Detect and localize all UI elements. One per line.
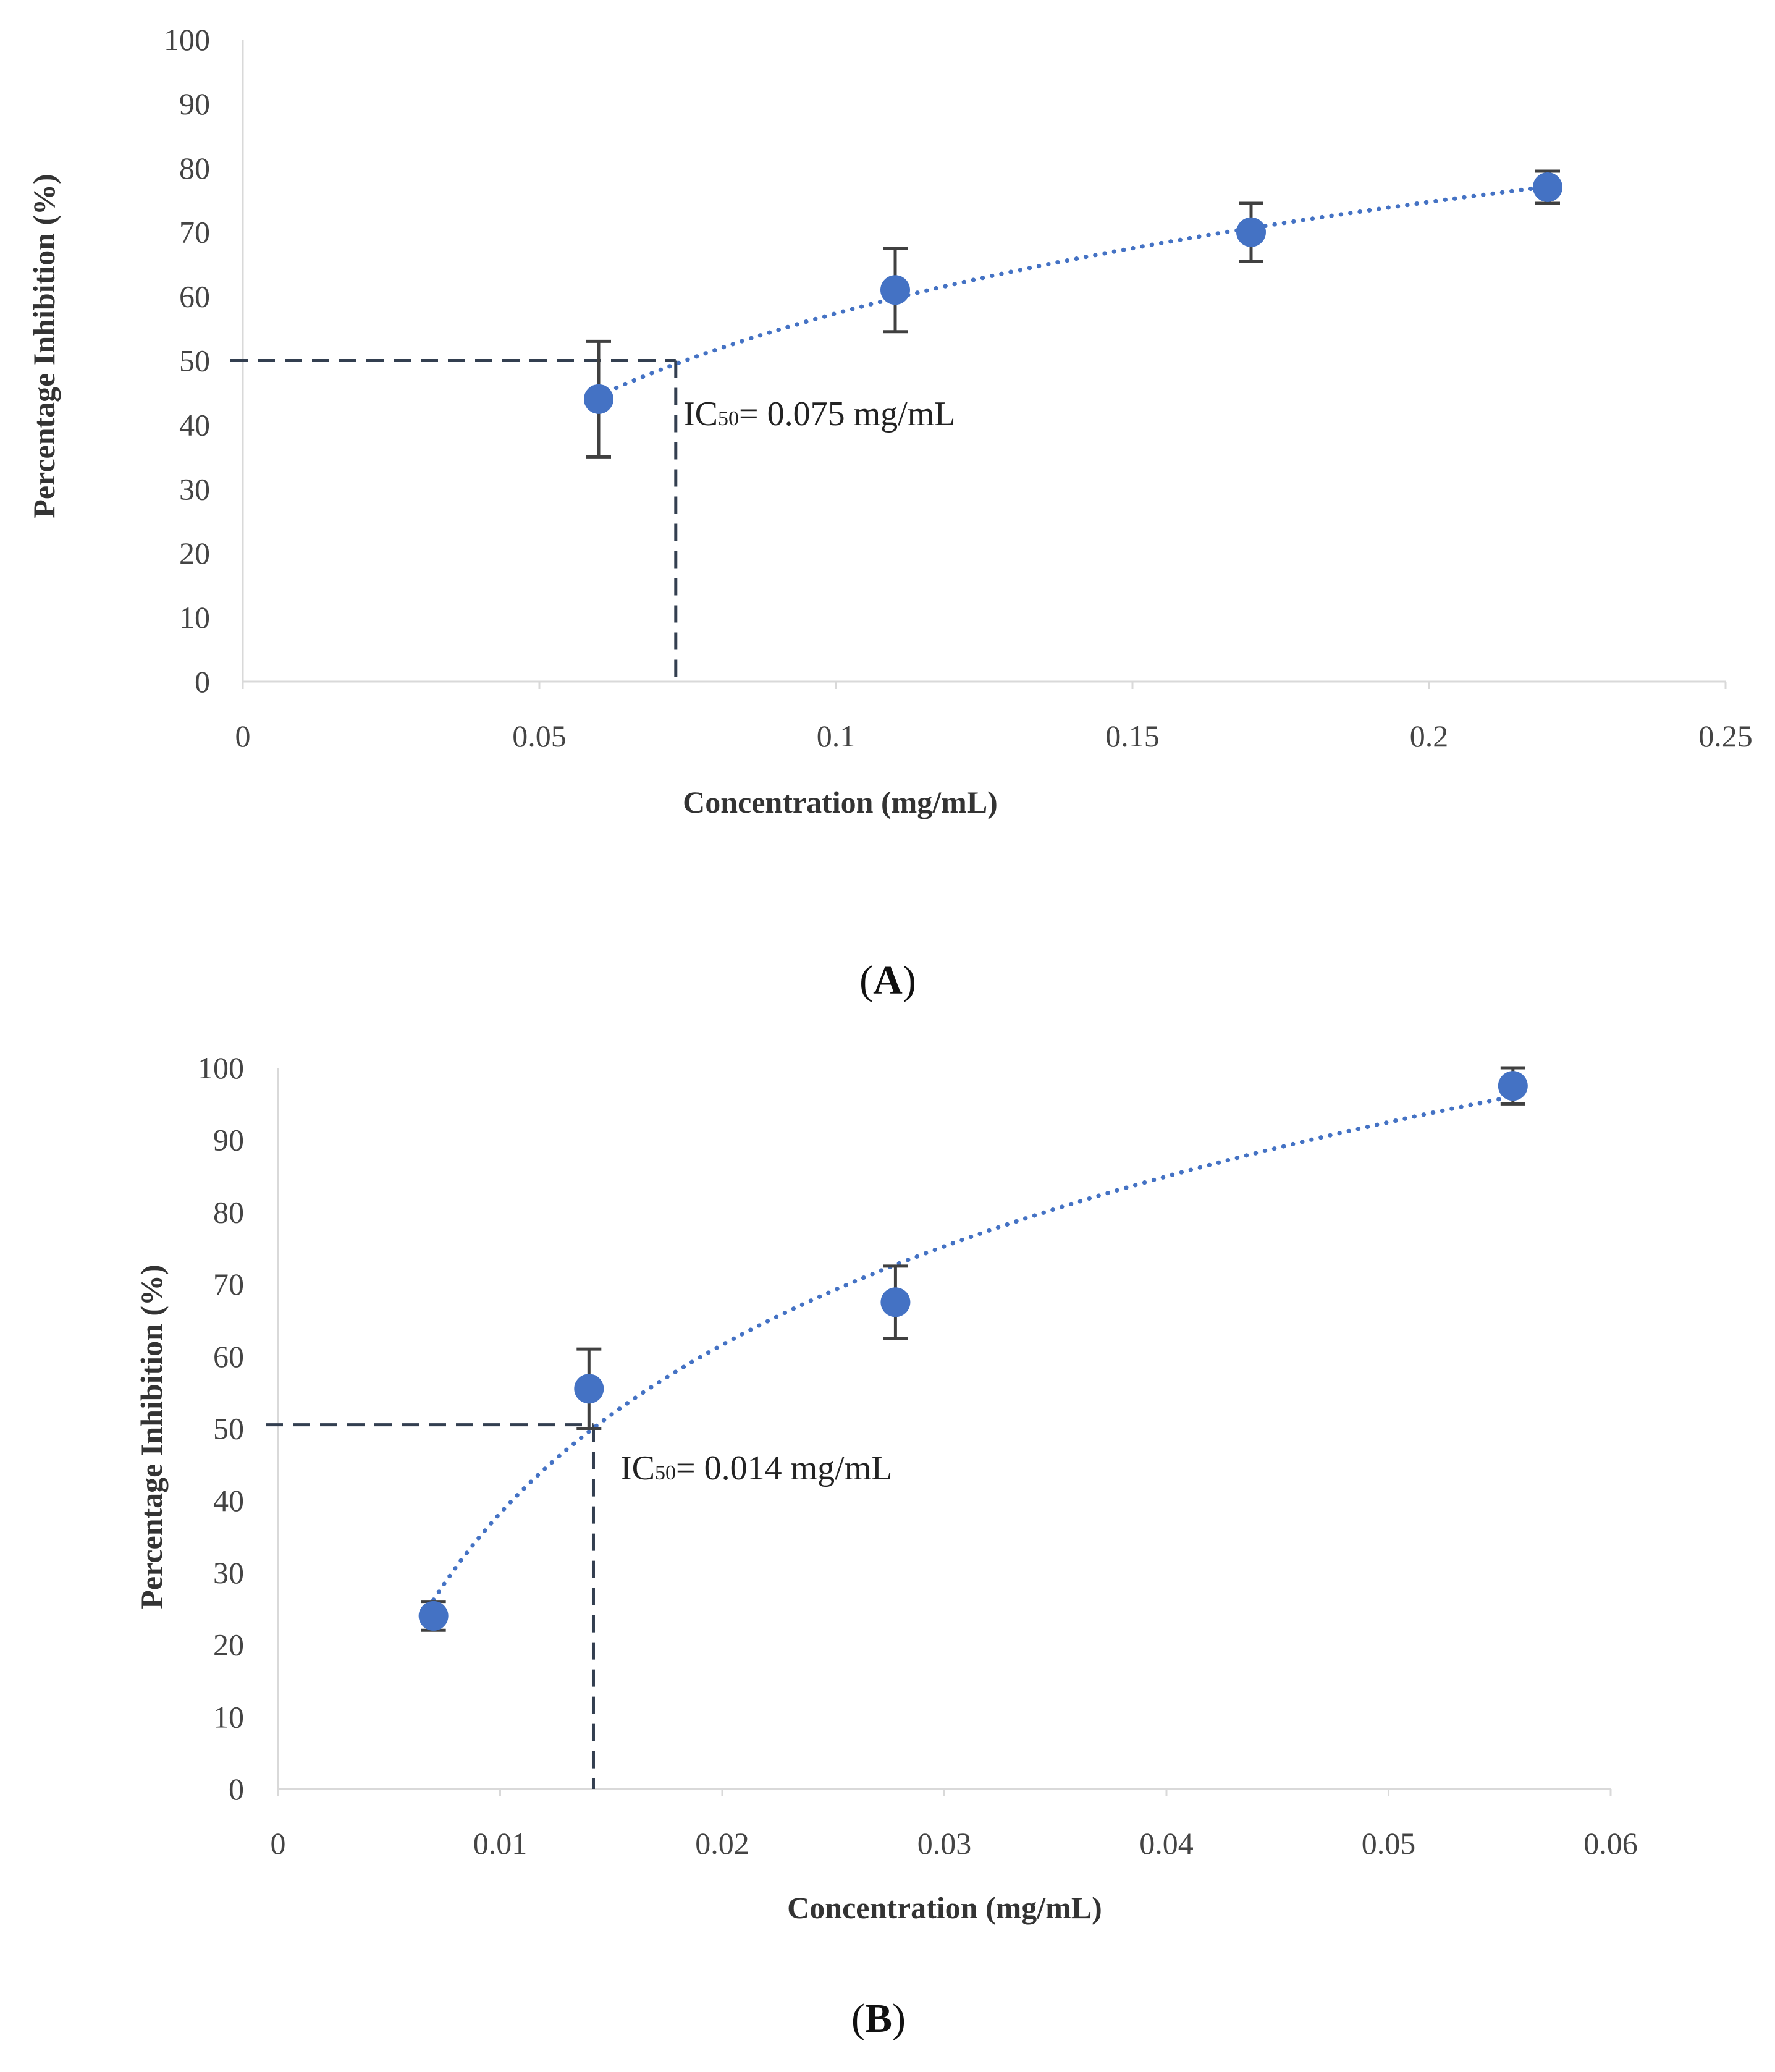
chart-b-y-tick-label: 100 (198, 1051, 244, 1085)
chart-a-y-tick-label: 40 (179, 407, 210, 442)
chart-b-y-tick-label: 30 (213, 1555, 244, 1590)
chart-a-y-axis-title: Percentage Inhibition (%) (27, 174, 61, 518)
chart-b-y-tick-label: 60 (213, 1339, 244, 1374)
chart-b-y-tick-label: 20 (213, 1628, 244, 1662)
chart-b-panel-label: (B) (851, 1996, 906, 2041)
chart-a-data-points (584, 169, 1562, 459)
chart-a-x-tick-marks (242, 682, 1727, 689)
chart-b-data-point (574, 1347, 604, 1430)
chart-b-ic50-prefix: IC (620, 1449, 655, 1487)
chart-a-ic50-value: = 0.075 mg/mL (739, 395, 955, 433)
chart-b-x-axis-title: Concentration (mg/mL) (787, 1890, 1102, 1925)
chart-a-ic50-prefix: IC (683, 395, 718, 433)
chart-b: 0 10 20 30 40 50 60 70 80 90 100 0 0.01 0.02 0.03 0.04… (134, 1051, 1638, 2041)
chart-b-x-tick-label: 0 (271, 1826, 286, 1861)
chart-a-marker (584, 384, 613, 414)
chart-a-y-tick-label: 50 (179, 344, 210, 378)
chart-b-x-tick-label: 0.05 (1362, 1826, 1416, 1861)
chart-a-ic50-subscript: 50 (718, 407, 739, 430)
chart-a-x-tick-label: 0.1 (817, 719, 856, 753)
chart-b-data-point (1498, 1066, 1528, 1106)
chart-b-y-tick-label: 80 (213, 1195, 244, 1229)
chart-a-y-tick-labels: 0 10 20 30 40 50 60 70 80 90 100 (164, 22, 210, 699)
chart-b-marker (880, 1287, 911, 1317)
chart-a-x-tick-labels: 0 0.05 0.1 0.15 0.2 0.25 (235, 719, 1753, 753)
chart-b-ic50-value: = 0.014 mg/mL (676, 1449, 892, 1487)
chart-b-marker (574, 1374, 604, 1404)
chart-b-x-tick-label: 0.04 (1139, 1826, 1194, 1861)
chart-a-y-tick-label: 0 (195, 664, 210, 699)
chart-a-data-point (880, 247, 910, 334)
chart-a-panel-label: (A) (859, 958, 916, 1003)
chart-b-marker (1498, 1071, 1528, 1101)
chart-a: 0 10 20 30 40 50 60 70 80 90 100 0 0.05 0.1 0.15 0.2 0.… (27, 22, 1753, 1003)
chart-a-x-axis-title: Concentration (mg/mL) (683, 785, 998, 819)
chart-b-ic50-subscript: 50 (655, 1461, 676, 1484)
chart-a-ic50-guides (230, 359, 678, 682)
chart-a-y-tick-label: 30 (179, 471, 210, 506)
chart-b-y-tick-label: 50 (213, 1411, 244, 1446)
chart-b-marker (418, 1601, 449, 1631)
chart-a-data-point (1533, 169, 1562, 205)
chart-a-marker (880, 275, 910, 305)
chart-b-y-axis-title: Percentage Inhibition (%) (134, 1264, 169, 1609)
chart-b-y-tick-label: 0 (229, 1772, 244, 1806)
chart-b-trendline (431, 1094, 1516, 1602)
chart-a-x-tick-label: 0.2 (1410, 719, 1449, 753)
chart-a-x-tick-label: 0.15 (1105, 719, 1160, 753)
chart-a-marker (1236, 217, 1266, 247)
chart-a-y-tick-label: 10 (179, 600, 210, 635)
chart-b-y-tick-label: 10 (213, 1699, 244, 1734)
chart-b-ic50-guides (266, 1423, 595, 1789)
chart-b-data-point (880, 1264, 911, 1340)
chart-b-x-tick-label: 0.01 (473, 1826, 528, 1861)
chart-b-x-tick-labels: 0 0.01 0.02 0.03 0.04 0.05 0.06 (271, 1826, 1638, 1861)
chart-a-data-point (584, 339, 613, 459)
chart-a-x-tick-label: 0 (235, 719, 251, 753)
chart-a-x-tick-label: 0.25 (1698, 719, 1753, 753)
chart-a-trendline (596, 183, 1562, 398)
chart-a-y-tick-label: 60 (179, 279, 210, 314)
chart-a-y-tick-label: 20 (179, 536, 210, 570)
chart-a-y-tick-label: 100 (164, 22, 210, 57)
chart-a-ic50-annotation: IC50= 0.075 mg/mL (683, 395, 955, 433)
chart-b-x-tick-label: 0.02 (695, 1826, 749, 1861)
chart-b-x-tick-label: 0.03 (917, 1826, 972, 1861)
chart-b-y-tick-labels: 0 10 20 30 40 50 60 70 80 90 100 (198, 1051, 244, 1806)
chart-b-data-points (418, 1066, 1528, 1632)
chart-a-x-tick-label: 0.05 (512, 719, 567, 753)
chart-a-y-tick-label: 80 (179, 151, 210, 185)
chart-b-y-tick-label: 70 (213, 1267, 244, 1301)
chart-b-x-tick-label: 0.06 (1583, 1826, 1638, 1861)
chart-a-marker (1533, 172, 1562, 202)
chart-b-y-tick-label: 40 (213, 1483, 244, 1518)
chart-b-y-tick-label: 90 (213, 1123, 244, 1157)
chart-b-x-tick-marks (277, 1789, 1612, 1796)
chart-b-data-point (418, 1600, 449, 1632)
chart-a-y-tick-label: 90 (179, 87, 210, 121)
chart-a-y-tick-label: 70 (179, 215, 210, 250)
chart-b-ic50-annotation: IC50= 0.014 mg/mL (620, 1449, 892, 1487)
chart-a-data-point (1236, 201, 1266, 263)
